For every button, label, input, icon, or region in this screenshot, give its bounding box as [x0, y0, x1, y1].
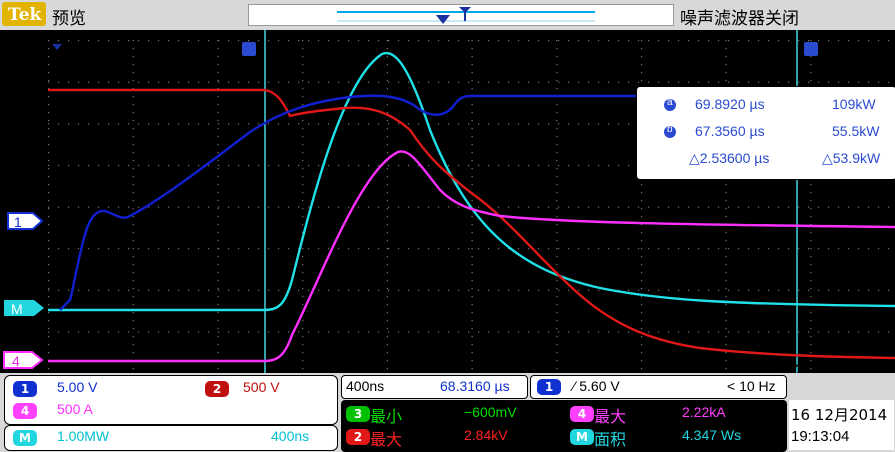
- math-time-scale: 400ns: [271, 428, 310, 444]
- svg-text:4: 4: [12, 353, 20, 369]
- cursor-b-top-badge: [242, 42, 256, 56]
- measurement-2-name: 最大: [594, 407, 627, 426]
- measurement-3-badge: 2: [346, 429, 370, 445]
- expansion-point-icon: [459, 7, 471, 13]
- cursor-a-top-badge: [804, 42, 818, 56]
- measurement-4-name: 面积: [594, 430, 627, 449]
- ch4-ground-marker: 4: [3, 351, 44, 369]
- measurement-1-badge: 3: [346, 406, 370, 422]
- measurement-1-value: −600mV: [464, 404, 517, 420]
- waveform-display[interactable]: 1 M 4 a b 69.8920 µs 109kW 67.3560 µs 55…: [0, 30, 895, 373]
- cursor-b-value: 55.5kW: [832, 123, 880, 139]
- ch4-scale: 500 A: [57, 401, 93, 417]
- status-panel: 1 5.00 V 2 500 V 4 500 A M 1.00MW 400ns …: [0, 373, 895, 452]
- cursor-b-icon: [664, 126, 676, 138]
- record-position-bar[interactable]: [248, 4, 674, 26]
- horizontal-scale: 400ns: [346, 378, 385, 394]
- cursor-b-time: 67.3560 µs: [695, 123, 765, 139]
- cursor-delta-time: △2.53600 µs: [689, 150, 770, 166]
- ch1-ground-marker: 1: [7, 212, 44, 230]
- math-scale-box[interactable]: M 1.00MW 400ns: [4, 425, 338, 451]
- ch2-scale: 500 V: [243, 379, 280, 395]
- measurement-4-badge: M: [570, 429, 594, 445]
- ch4-badge: 4: [13, 403, 37, 419]
- ch1-scale: 5.00 V: [57, 379, 98, 395]
- header-bar: Tek 预览 噪声滤波器关闭: [0, 0, 895, 30]
- measurement-2-badge: 4: [570, 406, 594, 422]
- time-display: 19:13:04: [791, 428, 850, 445]
- horizontal-position: 68.3160 µs: [440, 378, 510, 394]
- math-badge: M: [13, 430, 37, 446]
- cursor-b-badge-label: b: [667, 124, 673, 135]
- trigger-frequency: < 10 Hz: [727, 378, 776, 394]
- trigger-position-icon: [436, 15, 450, 24]
- measurements-box[interactable]: 3 最小 −600mV 4 最大 2.22kA 2 最大 2.84kV M 面积…: [341, 400, 787, 452]
- waveform-traces: [48, 51, 895, 363]
- trigger-source-badge: 1: [537, 379, 561, 395]
- vertical-scale-box[interactable]: 1 5.00 V 2 500 V 4 500 A: [4, 375, 338, 425]
- cursor-a-badge-label: a: [667, 97, 673, 108]
- math-scale: 1.00MW: [57, 428, 110, 444]
- measurement-3-name: 最大: [370, 430, 403, 449]
- measurement-3-value: 2.84kV: [464, 427, 508, 443]
- eon-annotation: EON=4.37J: [720, 360, 831, 373]
- noise-filter-status: 噪声滤波器关闭: [680, 9, 799, 29]
- datetime-box: 16 12月2014 19:13:04: [789, 400, 894, 450]
- math-ground-marker: M: [4, 300, 44, 317]
- horizontal-box[interactable]: 400ns 68.3160 µs: [341, 375, 528, 399]
- cursor-delta-value: △53.9kW: [822, 150, 881, 166]
- ch2-badge: 2: [205, 381, 229, 397]
- ch1-trace-blue: [59, 94, 895, 311]
- ch4-trace-magenta: [48, 150, 895, 363]
- record-position-graphic: [337, 7, 595, 24]
- acquisition-mode: 预览: [52, 9, 86, 29]
- cursor-a-icon: [664, 99, 676, 111]
- eon-symbol: E: [720, 360, 736, 373]
- trigger-level: ∕ 5.60 V: [573, 378, 620, 394]
- measurement-2-value: 2.22kA: [682, 404, 726, 420]
- svg-text:1: 1: [14, 214, 22, 230]
- cursor-a-time: 69.8920 µs: [695, 96, 765, 112]
- date-display: 16 12月2014: [791, 406, 888, 424]
- measurement-1-name: 最小: [370, 407, 403, 426]
- eon-value: =4.37J: [759, 360, 832, 373]
- ch1-badge: 1: [13, 381, 37, 397]
- cursor-a-value: 109kW: [832, 96, 876, 112]
- svg-text:M: M: [11, 301, 23, 317]
- trigger-box[interactable]: 1 ∕ 5.60 V < 10 Hz: [530, 375, 787, 399]
- brand-label: Tek: [8, 5, 42, 25]
- waveform-graticule: 1 M 4: [3, 30, 895, 373]
- math-trace-cyan: [48, 51, 895, 312]
- measurement-4-value: 4.347 Ws: [682, 427, 742, 443]
- tek-logo: Tek: [2, 2, 46, 26]
- trigger-top-icon: [52, 44, 62, 50]
- ch2-trace-red: [48, 88, 895, 360]
- cursor-readout: a b 69.8920 µs 109kW 67.3560 µs 55.5kW △…: [636, 86, 895, 180]
